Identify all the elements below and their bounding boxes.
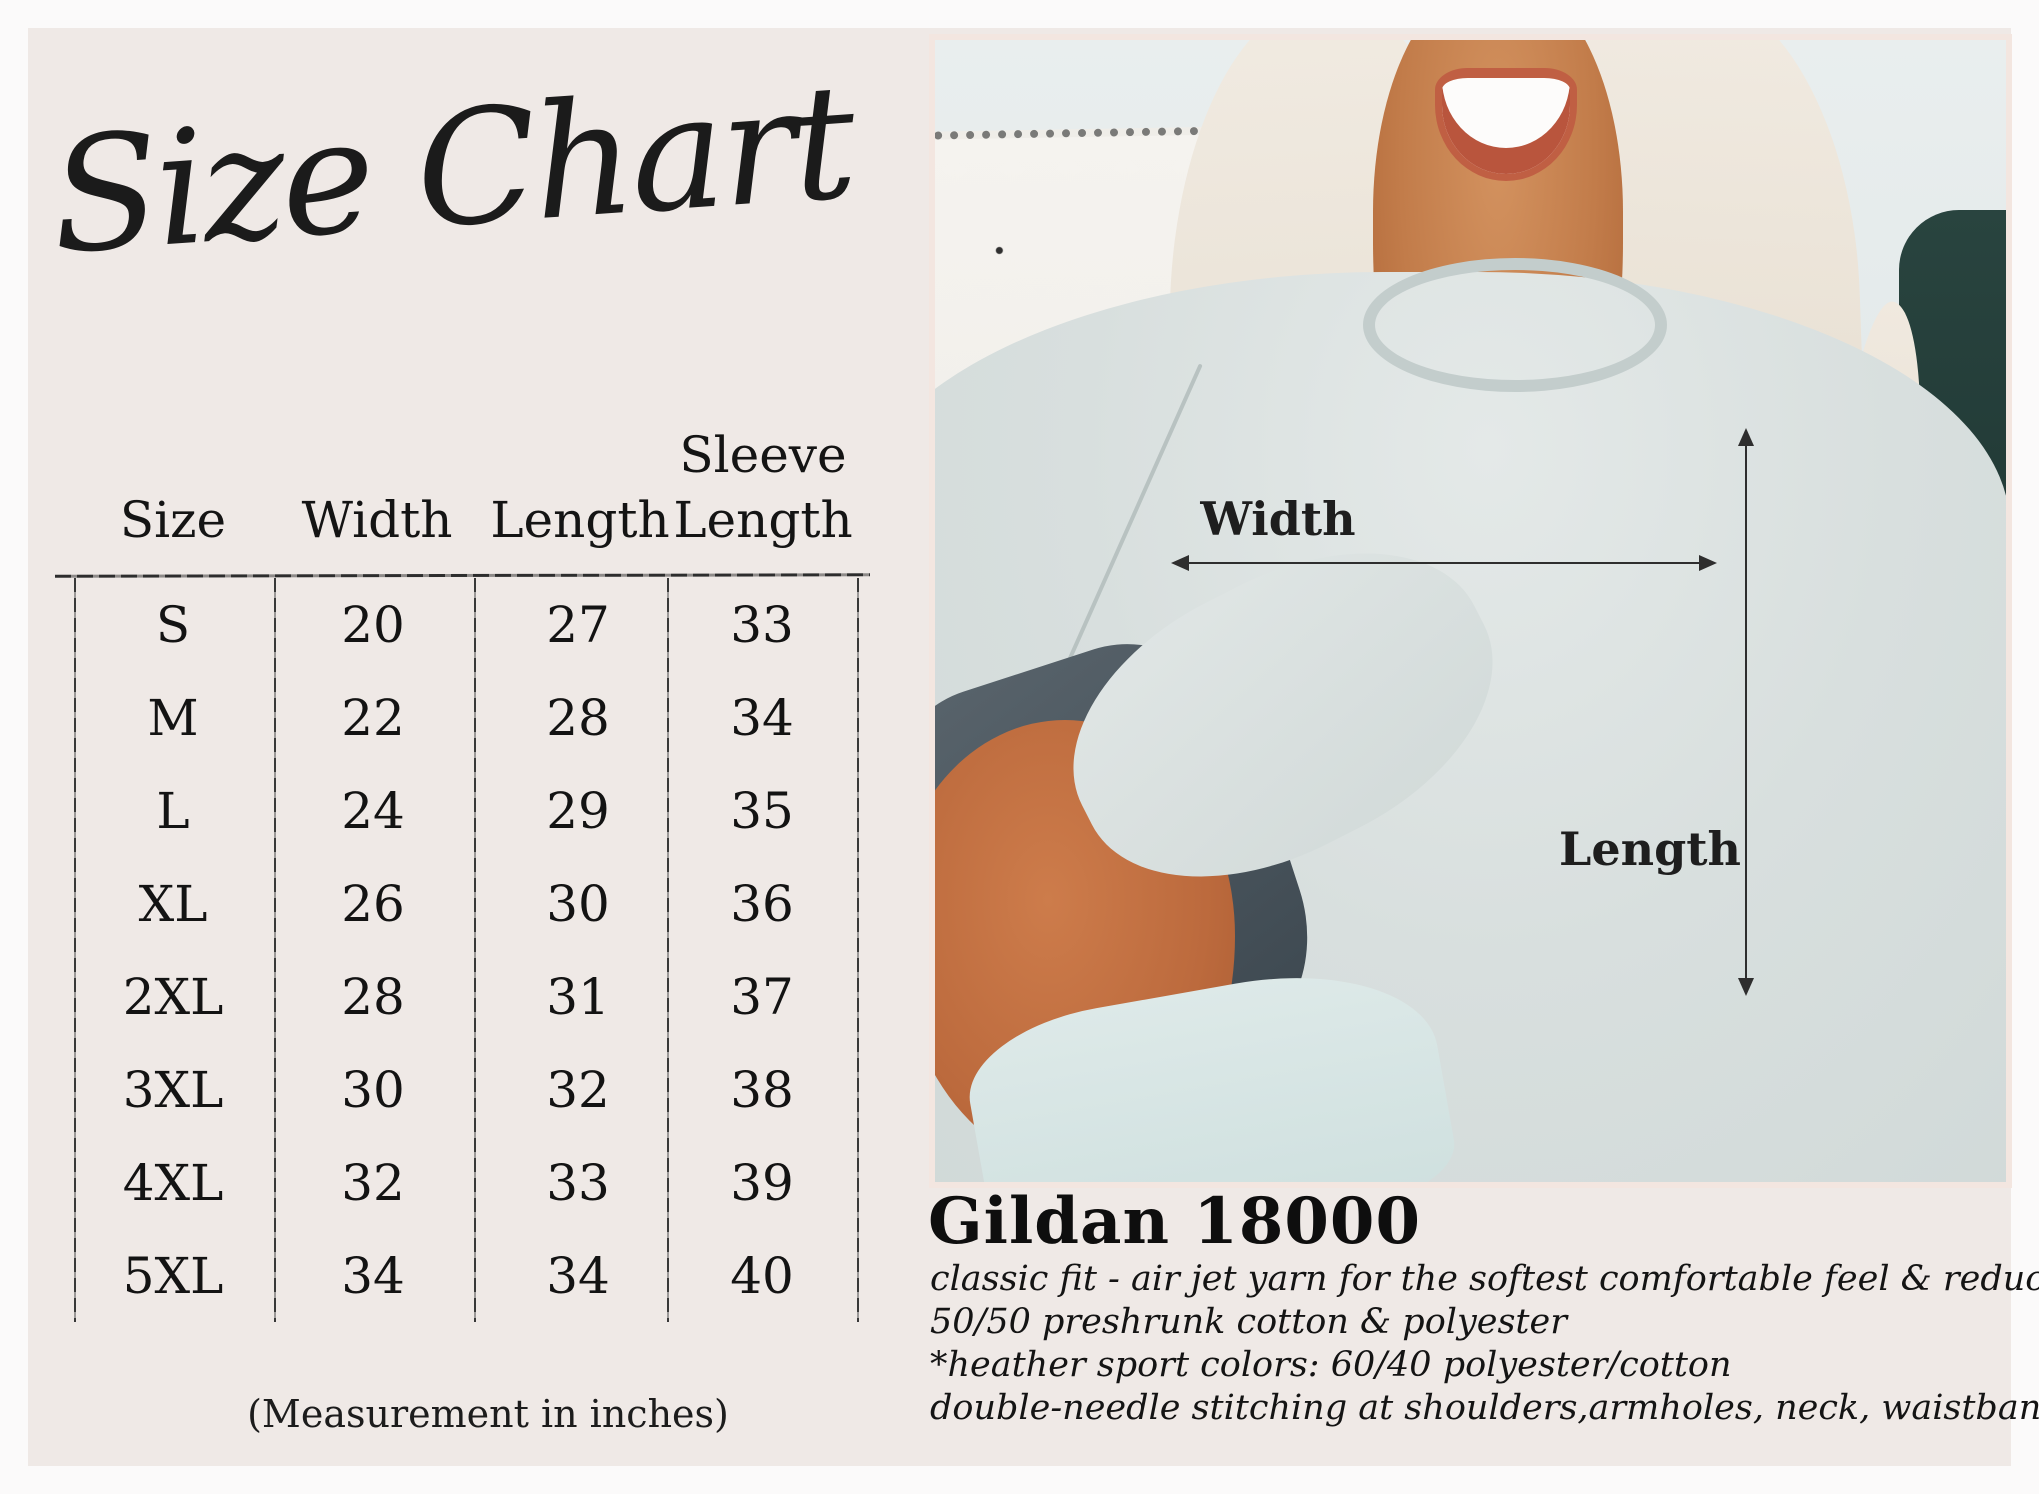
product-detail-line: double-needle stitching at shoulders,arm… <box>930 1388 2039 1428</box>
table-cell-sleeve: 38 <box>730 1061 794 1119</box>
arrowhead-up-icon <box>1738 428 1754 446</box>
table-cell-width: 24 <box>341 782 405 840</box>
col-header-sleeve-line2: Length <box>673 491 853 549</box>
table-cell-width: 26 <box>341 875 405 933</box>
table-cell-sleeve: 36 <box>730 875 794 933</box>
table-cell-length: 31 <box>546 968 610 1026</box>
table-rule-left <box>74 578 76 1322</box>
product-details: classic fit - air jet yarn for the softe… <box>930 1258 2039 1430</box>
table-cell-length: 28 <box>546 689 610 747</box>
width-arrow <box>1183 562 1701 564</box>
product-photo: Width Length <box>935 40 2006 1182</box>
table-cell-sleeve: 40 <box>730 1247 794 1305</box>
table-cell-sleeve: 37 <box>730 968 794 1026</box>
table-cell-sleeve: 35 <box>730 782 794 840</box>
table-cell-width: 32 <box>341 1154 405 1212</box>
table-cell-width: 22 <box>341 689 405 747</box>
table-cell-width: 28 <box>341 968 405 1026</box>
product-detail-line: classic fit - air jet yarn for the softe… <box>930 1259 2039 1299</box>
table-cell-sleeve: 39 <box>730 1154 794 1212</box>
table-cell-size: 4XL <box>122 1154 224 1212</box>
product-detail-line: *heather sport colors: 60/40 polyester/c… <box>930 1345 1732 1385</box>
table-cell-size: 5XL <box>122 1247 224 1305</box>
table-cell-length: 34 <box>546 1247 610 1305</box>
sweatshirt-collar <box>1363 258 1667 392</box>
table-cell-width: 30 <box>341 1061 405 1119</box>
table-cell-width: 34 <box>341 1247 405 1305</box>
measurement-footnote: (Measurement in inches) <box>247 1392 729 1436</box>
table-cell-size: S <box>155 596 191 654</box>
table-cell-size: XL <box>138 875 208 933</box>
col-header-size: Size <box>119 491 227 549</box>
table-cell-sleeve: 33 <box>730 596 794 654</box>
table-cell-size: L <box>156 782 190 840</box>
col-header-sleeve-line1: Sleeve <box>679 426 847 484</box>
table-cell-sleeve: 34 <box>730 689 794 747</box>
table-rule-right <box>857 578 859 1322</box>
table-cell-size: 2XL <box>122 968 224 1026</box>
product-detail-line: 50/50 preshrunk cotton & polyester <box>930 1302 1567 1342</box>
table-cell-length: 33 <box>546 1154 610 1212</box>
table-cell-length: 32 <box>546 1061 610 1119</box>
length-arrow <box>1745 442 1747 980</box>
col-header-length: Length <box>490 491 670 549</box>
table-rule-3 <box>667 578 669 1322</box>
table-cell-length: 29 <box>546 782 610 840</box>
col-header-width: Width <box>301 491 453 549</box>
table-rule-1 <box>274 578 276 1322</box>
product-name: Gildan 18000 <box>928 1184 1421 1259</box>
length-label: Length <box>1559 822 1741 876</box>
page-title: Size Chart <box>45 50 858 290</box>
arrowhead-right-icon <box>1699 555 1717 571</box>
table-cell-size: M <box>147 689 199 747</box>
arrowhead-down-icon <box>1738 978 1754 996</box>
table-cell-width: 20 <box>341 596 405 654</box>
arrowhead-left-icon <box>1171 555 1189 571</box>
table-rule-2 <box>474 578 476 1322</box>
table-cell-size: 3XL <box>122 1061 224 1119</box>
width-label: Width <box>1200 492 1356 546</box>
table-cell-length: 27 <box>546 596 610 654</box>
table-cell-length: 30 <box>546 875 610 933</box>
